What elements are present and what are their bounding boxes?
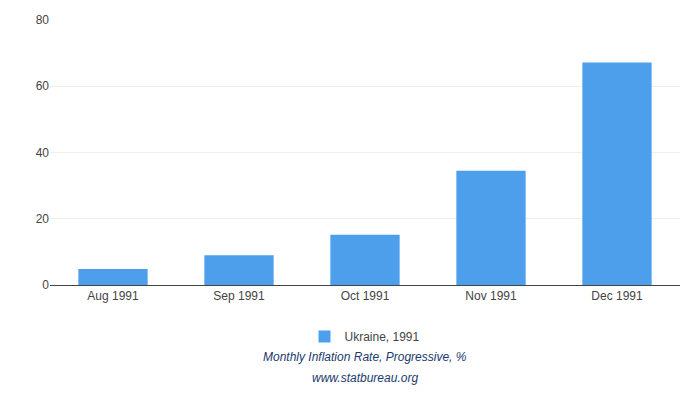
svg-text:Monthly Inflation Rate, Progre: Monthly Inflation Rate, Progressive, % [263, 350, 467, 364]
svg-text:www.statbureau.org: www.statbureau.org [312, 371, 418, 385]
svg-text:40: 40 [36, 146, 50, 160]
svg-text:0: 0 [42, 278, 49, 292]
svg-text:60: 60 [36, 79, 50, 93]
svg-text:20: 20 [36, 212, 50, 226]
svg-text:Sep 1991: Sep 1991 [213, 289, 265, 303]
svg-text:Nov 1991: Nov 1991 [465, 289, 517, 303]
svg-text:80: 80 [36, 13, 50, 27]
svg-text:Dec 1991: Dec 1991 [591, 289, 643, 303]
svg-text:Aug 1991: Aug 1991 [87, 289, 139, 303]
svg-text:Ukraine, 1991: Ukraine, 1991 [345, 330, 420, 344]
svg-text:Oct 1991: Oct 1991 [341, 289, 390, 303]
